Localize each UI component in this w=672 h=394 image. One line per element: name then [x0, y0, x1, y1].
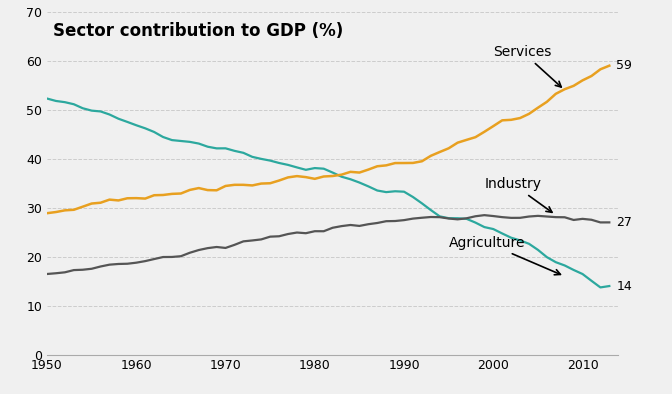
- Text: 59: 59: [616, 59, 632, 72]
- Text: Sector contribution to GDP (%): Sector contribution to GDP (%): [53, 22, 343, 40]
- Text: 14: 14: [616, 280, 632, 292]
- Text: Industry: Industry: [485, 177, 552, 212]
- Text: Services: Services: [493, 45, 561, 87]
- Text: Agriculture: Agriculture: [449, 236, 560, 275]
- Text: 27: 27: [616, 216, 632, 229]
